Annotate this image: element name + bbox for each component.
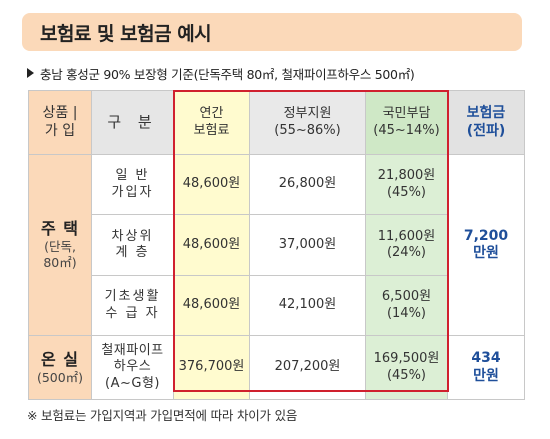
triangle-bullet-icon — [27, 68, 34, 78]
category-house: 주 택 (단독, 80㎡) — [28, 154, 92, 336]
gov-support-value: 37,000원 — [249, 214, 366, 276]
premium-value: 376,700원 — [173, 335, 250, 400]
citizen-burden-value: 169,500원 (45%) — [365, 335, 448, 400]
citizen-burden-value: 6,500원 (14%) — [365, 275, 448, 336]
header-annual-premium: 연간 보험료 — [173, 90, 250, 155]
row-label-near-poverty: 차상위 계 층 — [91, 214, 174, 276]
premium-table: 상품 | 가 입 구 분 연간 보험료 정부지원 (55~86%) 국민부담 (… — [28, 90, 525, 400]
table-header-row: 상품 | 가 입 구 분 연간 보험료 정부지원 (55~86%) 국민부담 (… — [28, 90, 525, 155]
footnote: ※ 보험료는 가입지역과 가입면적에 따라 차이가 있음 — [27, 408, 298, 423]
premium-value: 48,600원 — [173, 154, 250, 215]
title-bar: 보험료 및 보험금 예시 — [22, 13, 522, 51]
house-insurance-payout: 7,200 만원 — [447, 154, 525, 336]
header-gubun: 구 분 — [91, 90, 174, 155]
premium-value: 48,600원 — [173, 214, 250, 276]
header-category: 상품 | 가 입 — [28, 90, 92, 155]
row-label-steel-pipe-house: 철재파이프 하우스 (A~G형) — [91, 335, 174, 400]
header-citizen-burden: 국민부담 (45~14%) — [365, 90, 448, 155]
page-title: 보험료 및 보험금 예시 — [40, 22, 212, 45]
gov-support-value: 42,100원 — [249, 275, 366, 336]
table-row: 기초생활 수 급 자 48,600원 42,100원 6,500원 (14%) — [29, 275, 525, 336]
greenhouse-insurance-payout: 434 만원 — [447, 335, 525, 400]
header-gov-support: 정부지원 (55~86%) — [249, 90, 366, 155]
row-label-general: 일 반 가입자 — [91, 154, 174, 215]
table-row: 차상위 계 층 48,600원 37,000원 11,600원 (24%) — [29, 214, 525, 276]
row-label-basic-livelihood: 기초생활 수 급 자 — [91, 275, 174, 336]
premium-value: 48,600원 — [173, 275, 250, 336]
table-row: 온 실 (500㎡) 철재파이프 하우스 (A~G형) 376,700원 207… — [28, 335, 525, 400]
citizen-burden-value: 11,600원 (24%) — [365, 214, 448, 276]
table-row: 주 택 (단독, 80㎡) 일 반 가입자 48,600원 26,800원 21… — [28, 154, 525, 336]
subtitle-line: 충남 홍성군 90% 보장형 기준(단독주택 80㎡, 철재파이프하우스 500… — [27, 63, 527, 83]
subtitle-text: 충남 홍성군 90% 보장형 기준(단독주택 80㎡, 철재파이프하우스 500… — [40, 66, 415, 82]
gov-support-value: 26,800원 — [249, 154, 366, 215]
citizen-burden-value: 21,800원 (45%) — [365, 154, 448, 215]
gov-support-value: 207,200원 — [249, 335, 366, 400]
header-insurance-payout: 보험금 (전파) — [447, 90, 525, 155]
category-greenhouse: 온 실 (500㎡) — [28, 335, 92, 400]
